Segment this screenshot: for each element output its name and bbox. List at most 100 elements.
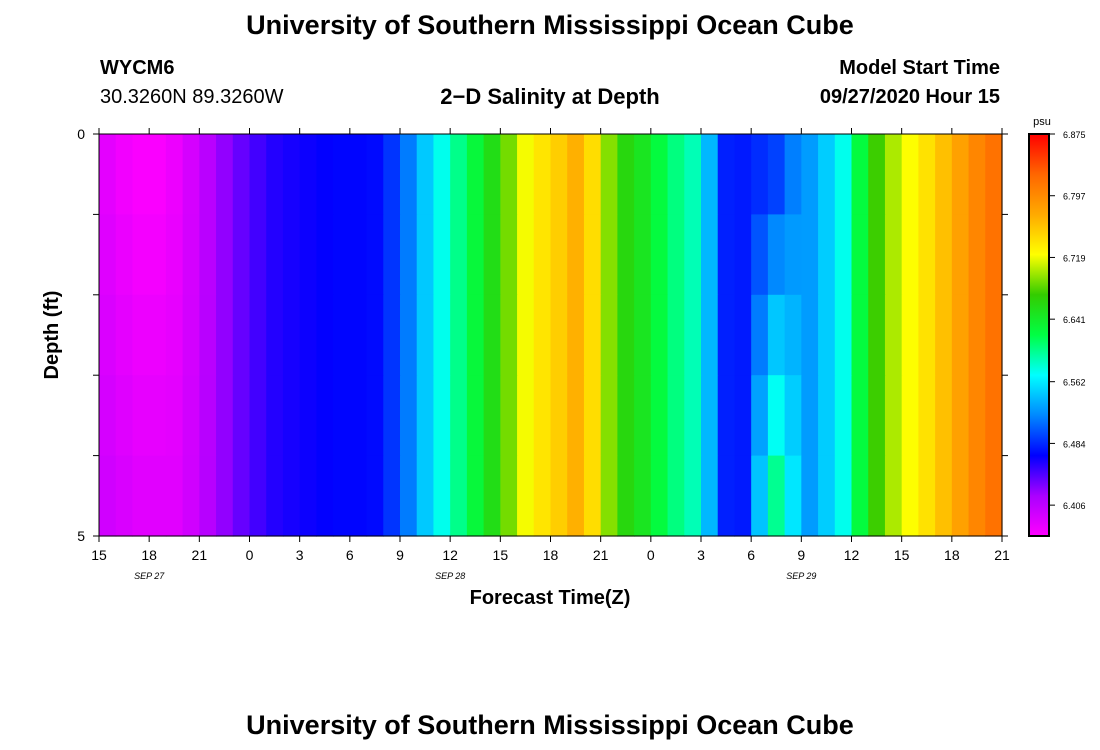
colorbar bbox=[1029, 134, 1049, 536]
heatmap-cell bbox=[717, 455, 736, 537]
heatmap-cell bbox=[99, 134, 117, 215]
heatmap-cell bbox=[818, 214, 836, 296]
x-tick-label: 21 bbox=[994, 547, 1010, 563]
heatmap-cell bbox=[617, 375, 635, 457]
heatmap-cell bbox=[784, 134, 802, 215]
heatmap-cell bbox=[266, 294, 284, 376]
heatmap-cell bbox=[400, 294, 418, 376]
heatmap-cell bbox=[818, 294, 836, 376]
heatmap-cell bbox=[132, 455, 150, 537]
heatmap-cell bbox=[533, 214, 552, 296]
heatmap-cell bbox=[701, 214, 719, 296]
heatmap-cell bbox=[199, 134, 217, 215]
heatmap-cell bbox=[583, 375, 602, 457]
heatmap-cell bbox=[266, 214, 284, 296]
heatmap-cell bbox=[868, 294, 886, 376]
heatmap-cell bbox=[115, 455, 134, 537]
heatmap-cell bbox=[500, 134, 518, 215]
heatmap-cell bbox=[199, 214, 217, 296]
heatmap-cell bbox=[266, 375, 284, 457]
heatmap-cell bbox=[868, 455, 886, 537]
heatmap-cell bbox=[767, 294, 786, 376]
heatmap-cell bbox=[751, 375, 769, 457]
heatmap-cell bbox=[634, 375, 652, 457]
heatmap-cell bbox=[684, 134, 702, 215]
heatmap-cell bbox=[216, 214, 234, 296]
heatmap-cell bbox=[801, 455, 819, 537]
heatmap-cell bbox=[366, 134, 384, 215]
heatmap-cell bbox=[249, 214, 267, 296]
heatmap-cell bbox=[717, 375, 736, 457]
heatmap-cell bbox=[416, 214, 435, 296]
heatmap-cell bbox=[366, 455, 384, 537]
heatmap-cell bbox=[249, 455, 267, 537]
heatmap-cell bbox=[801, 375, 819, 457]
heatmap-cell bbox=[884, 294, 903, 376]
heatmap-cell bbox=[450, 375, 468, 457]
heatmap-cell bbox=[600, 134, 618, 215]
heatmap-cell bbox=[851, 455, 869, 537]
date-label: SEP 29 bbox=[786, 571, 816, 581]
heatmap-cell bbox=[968, 375, 986, 457]
heatmap-cell bbox=[400, 134, 418, 215]
heatmap-cell bbox=[450, 214, 468, 296]
heatmap-cell bbox=[99, 455, 117, 537]
heatmap-cell bbox=[165, 375, 184, 457]
heatmap-cell bbox=[650, 375, 669, 457]
heatmap-cell bbox=[132, 134, 150, 215]
heatmap-cell bbox=[316, 294, 334, 376]
heatmap-cell bbox=[650, 294, 669, 376]
x-tick-label: 3 bbox=[697, 547, 705, 563]
x-tick-label: 6 bbox=[747, 547, 755, 563]
heatmap-cell bbox=[667, 294, 685, 376]
heatmap-cell bbox=[433, 294, 451, 376]
date-label: SEP 28 bbox=[435, 571, 465, 581]
station-id: WYCM6 bbox=[100, 57, 175, 79]
x-tick-label: 21 bbox=[192, 547, 208, 563]
heatmap-cell bbox=[165, 455, 184, 537]
colorbar-tick-label: 6.875 bbox=[1063, 130, 1086, 140]
heatmap-cell bbox=[400, 214, 418, 296]
heatmap-cell bbox=[132, 375, 150, 457]
heatmap-cell bbox=[99, 375, 117, 457]
heatmap-cell bbox=[232, 455, 251, 537]
heatmap-cell bbox=[784, 294, 802, 376]
heatmap-cell bbox=[567, 134, 585, 215]
heatmap-cell bbox=[282, 375, 301, 457]
heatmap-cell bbox=[617, 134, 635, 215]
heatmap-cell bbox=[684, 214, 702, 296]
heatmap-cell bbox=[349, 134, 368, 215]
heatmap-cell bbox=[935, 214, 953, 296]
heatmap-cell bbox=[132, 214, 150, 296]
heatmap-cell bbox=[333, 134, 351, 215]
heatmap-cell bbox=[884, 375, 903, 457]
heatmap-cell bbox=[383, 375, 401, 457]
heatmap-cell bbox=[767, 455, 786, 537]
heatmap-cell bbox=[968, 214, 986, 296]
heatmap-cell bbox=[517, 294, 535, 376]
heatmap-cell bbox=[99, 294, 117, 376]
x-tick-label: 9 bbox=[797, 547, 805, 563]
heatmap-cell bbox=[232, 134, 251, 215]
heatmap-cell bbox=[349, 294, 368, 376]
heatmap-cell bbox=[165, 214, 184, 296]
heatmap-cell bbox=[600, 294, 618, 376]
y-axis-label: Depth (ft) bbox=[41, 291, 63, 380]
heatmap-cell bbox=[550, 455, 568, 537]
page-title-bottom: University of Southern Mississippi Ocean… bbox=[246, 710, 854, 740]
heatmap-cell bbox=[818, 455, 836, 537]
heatmap-cell bbox=[634, 214, 652, 296]
heatmap-cell bbox=[115, 375, 134, 457]
heatmap-cell bbox=[533, 294, 552, 376]
x-tick-label: 3 bbox=[296, 547, 304, 563]
x-tick-label: 15 bbox=[91, 547, 107, 563]
heatmap-cell bbox=[767, 214, 786, 296]
heatmap-cell bbox=[901, 455, 919, 537]
heatmap-cell bbox=[500, 214, 518, 296]
heatmap-cell bbox=[232, 375, 251, 457]
heatmap-cell bbox=[550, 134, 568, 215]
heatmap-cell bbox=[316, 375, 334, 457]
heatmap-cell bbox=[333, 375, 351, 457]
heatmap-cell bbox=[216, 294, 234, 376]
